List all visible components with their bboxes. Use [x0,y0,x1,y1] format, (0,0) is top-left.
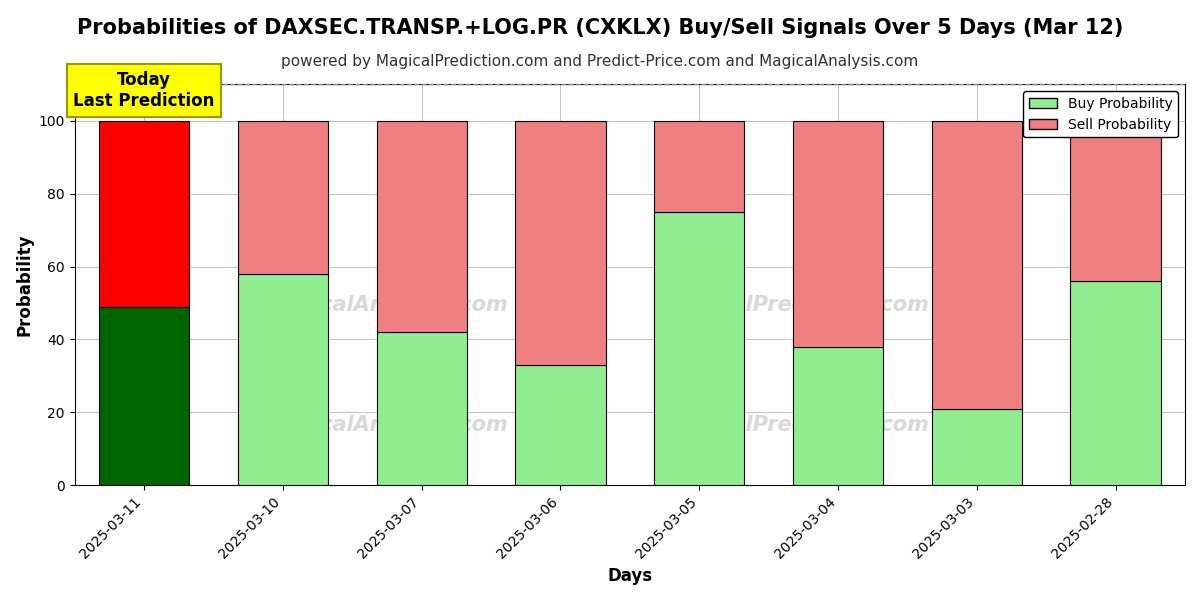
X-axis label: Days: Days [607,567,653,585]
Bar [238,274,328,485]
Text: MagicalAnalysis.com: MagicalAnalysis.com [263,415,508,435]
Text: MagicalAnalysis.com: MagicalAnalysis.com [263,295,508,315]
Bar [654,212,744,485]
Bar [654,121,744,212]
Bar [931,409,1022,485]
Bar [1070,121,1160,281]
Bar [931,121,1022,409]
Bar [793,121,883,347]
Bar [793,347,883,485]
Bar [515,365,606,485]
Bar [377,121,467,332]
Bar [377,332,467,485]
Text: powered by MagicalPrediction.com and Predict-Price.com and MagicalAnalysis.com: powered by MagicalPrediction.com and Pre… [281,54,919,69]
Legend: Buy Probability, Sell Probability: Buy Probability, Sell Probability [1024,91,1178,137]
Bar [515,121,606,365]
Text: Probabilities of DAXSEC.TRANSP.+LOG.PR (CXKLX) Buy/Sell Signals Over 5 Days (Mar: Probabilities of DAXSEC.TRANSP.+LOG.PR (… [77,18,1123,38]
Text: Today
Last Prediction: Today Last Prediction [73,71,215,110]
Bar [98,121,190,307]
Bar [238,121,328,274]
Y-axis label: Probability: Probability [16,233,34,336]
Bar [98,307,190,485]
Bar [1070,281,1160,485]
Text: MagicalPrediction.com: MagicalPrediction.com [662,415,930,435]
Text: MagicalPrediction.com: MagicalPrediction.com [662,295,930,315]
